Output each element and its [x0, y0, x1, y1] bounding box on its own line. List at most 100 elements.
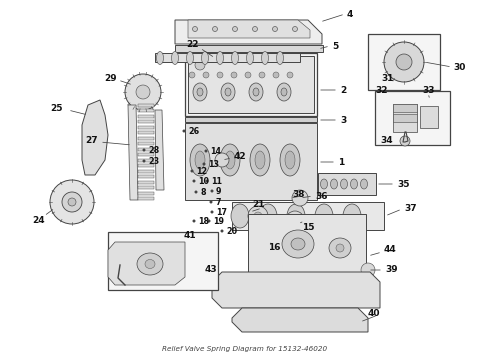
Text: 3: 3: [340, 116, 346, 125]
Circle shape: [252, 27, 258, 32]
Ellipse shape: [329, 238, 351, 258]
Text: 28: 28: [148, 145, 159, 154]
Ellipse shape: [320, 179, 327, 189]
Ellipse shape: [220, 144, 240, 176]
Text: 33: 33: [422, 86, 435, 95]
Ellipse shape: [225, 88, 231, 96]
Circle shape: [202, 162, 205, 166]
Bar: [420, 106, 438, 128]
Circle shape: [136, 85, 150, 99]
Ellipse shape: [277, 83, 291, 101]
Bar: [393, 104, 417, 132]
Text: 38: 38: [292, 189, 304, 198]
Bar: [108, 232, 218, 290]
Polygon shape: [82, 100, 108, 175]
Text: 8: 8: [200, 188, 206, 197]
Circle shape: [193, 180, 196, 183]
Circle shape: [205, 180, 209, 183]
Ellipse shape: [217, 51, 223, 64]
Ellipse shape: [225, 151, 235, 169]
Bar: [138, 136, 154, 140]
Bar: [318, 173, 376, 195]
Ellipse shape: [145, 260, 155, 269]
Text: 31: 31: [381, 73, 393, 82]
Bar: [375, 91, 450, 145]
Ellipse shape: [253, 88, 259, 96]
Bar: [138, 148, 154, 150]
Ellipse shape: [282, 230, 314, 258]
Bar: [138, 170, 154, 172]
Ellipse shape: [231, 51, 239, 64]
Text: 14: 14: [210, 147, 221, 156]
Bar: [393, 114, 417, 122]
Bar: [138, 109, 154, 112]
Bar: [185, 53, 317, 116]
Text: 23: 23: [148, 157, 159, 166]
Text: 43: 43: [205, 266, 218, 275]
Text: 16: 16: [268, 243, 280, 252]
Circle shape: [195, 60, 205, 70]
Circle shape: [286, 211, 304, 229]
Text: 5: 5: [332, 41, 338, 50]
Bar: [185, 123, 317, 200]
Bar: [138, 126, 154, 129]
Text: 19: 19: [213, 216, 224, 225]
Text: 11: 11: [211, 176, 222, 185]
Ellipse shape: [350, 179, 358, 189]
Bar: [138, 120, 154, 123]
Circle shape: [220, 230, 223, 233]
Ellipse shape: [231, 204, 249, 228]
Circle shape: [68, 198, 76, 206]
Circle shape: [204, 149, 207, 153]
Ellipse shape: [250, 144, 270, 176]
Text: 27: 27: [85, 135, 98, 144]
Text: 25: 25: [50, 104, 63, 112]
Ellipse shape: [315, 204, 333, 228]
Text: 44: 44: [384, 246, 397, 255]
Polygon shape: [108, 242, 185, 285]
Text: 17: 17: [216, 207, 227, 216]
Circle shape: [211, 189, 214, 193]
Text: 13: 13: [208, 159, 219, 168]
Circle shape: [293, 27, 297, 32]
Text: 7: 7: [215, 198, 221, 207]
Bar: [175, 45, 323, 52]
Bar: [185, 117, 317, 122]
Circle shape: [396, 54, 412, 70]
Text: 22: 22: [186, 40, 198, 49]
Circle shape: [287, 72, 293, 78]
Polygon shape: [212, 272, 380, 308]
Text: 32: 32: [375, 86, 388, 95]
Circle shape: [189, 72, 195, 78]
Bar: [138, 180, 154, 184]
Text: Relief Valve Spring Diagram for 15132-46020: Relief Valve Spring Diagram for 15132-46…: [163, 346, 327, 352]
Text: 10: 10: [198, 176, 209, 185]
Circle shape: [400, 136, 410, 146]
Text: 4: 4: [347, 9, 353, 18]
Ellipse shape: [330, 179, 338, 189]
Text: 40: 40: [368, 310, 381, 319]
Bar: [393, 104, 417, 112]
Ellipse shape: [190, 144, 210, 176]
Circle shape: [254, 212, 262, 220]
Bar: [155, 53, 300, 62]
Text: 15: 15: [302, 222, 315, 231]
Bar: [138, 186, 154, 189]
Polygon shape: [188, 20, 310, 38]
Text: 35: 35: [397, 180, 410, 189]
Bar: [138, 114, 154, 117]
Ellipse shape: [193, 83, 207, 101]
Polygon shape: [128, 105, 138, 200]
Text: 2: 2: [340, 86, 346, 95]
Bar: [138, 197, 154, 200]
Text: 29: 29: [104, 73, 117, 82]
Circle shape: [207, 220, 211, 222]
Circle shape: [193, 27, 197, 32]
Ellipse shape: [172, 51, 178, 64]
Ellipse shape: [156, 51, 164, 64]
Text: 41: 41: [184, 231, 196, 240]
Ellipse shape: [259, 204, 277, 228]
Text: 20: 20: [226, 226, 237, 235]
Circle shape: [203, 72, 209, 78]
Ellipse shape: [262, 51, 269, 64]
